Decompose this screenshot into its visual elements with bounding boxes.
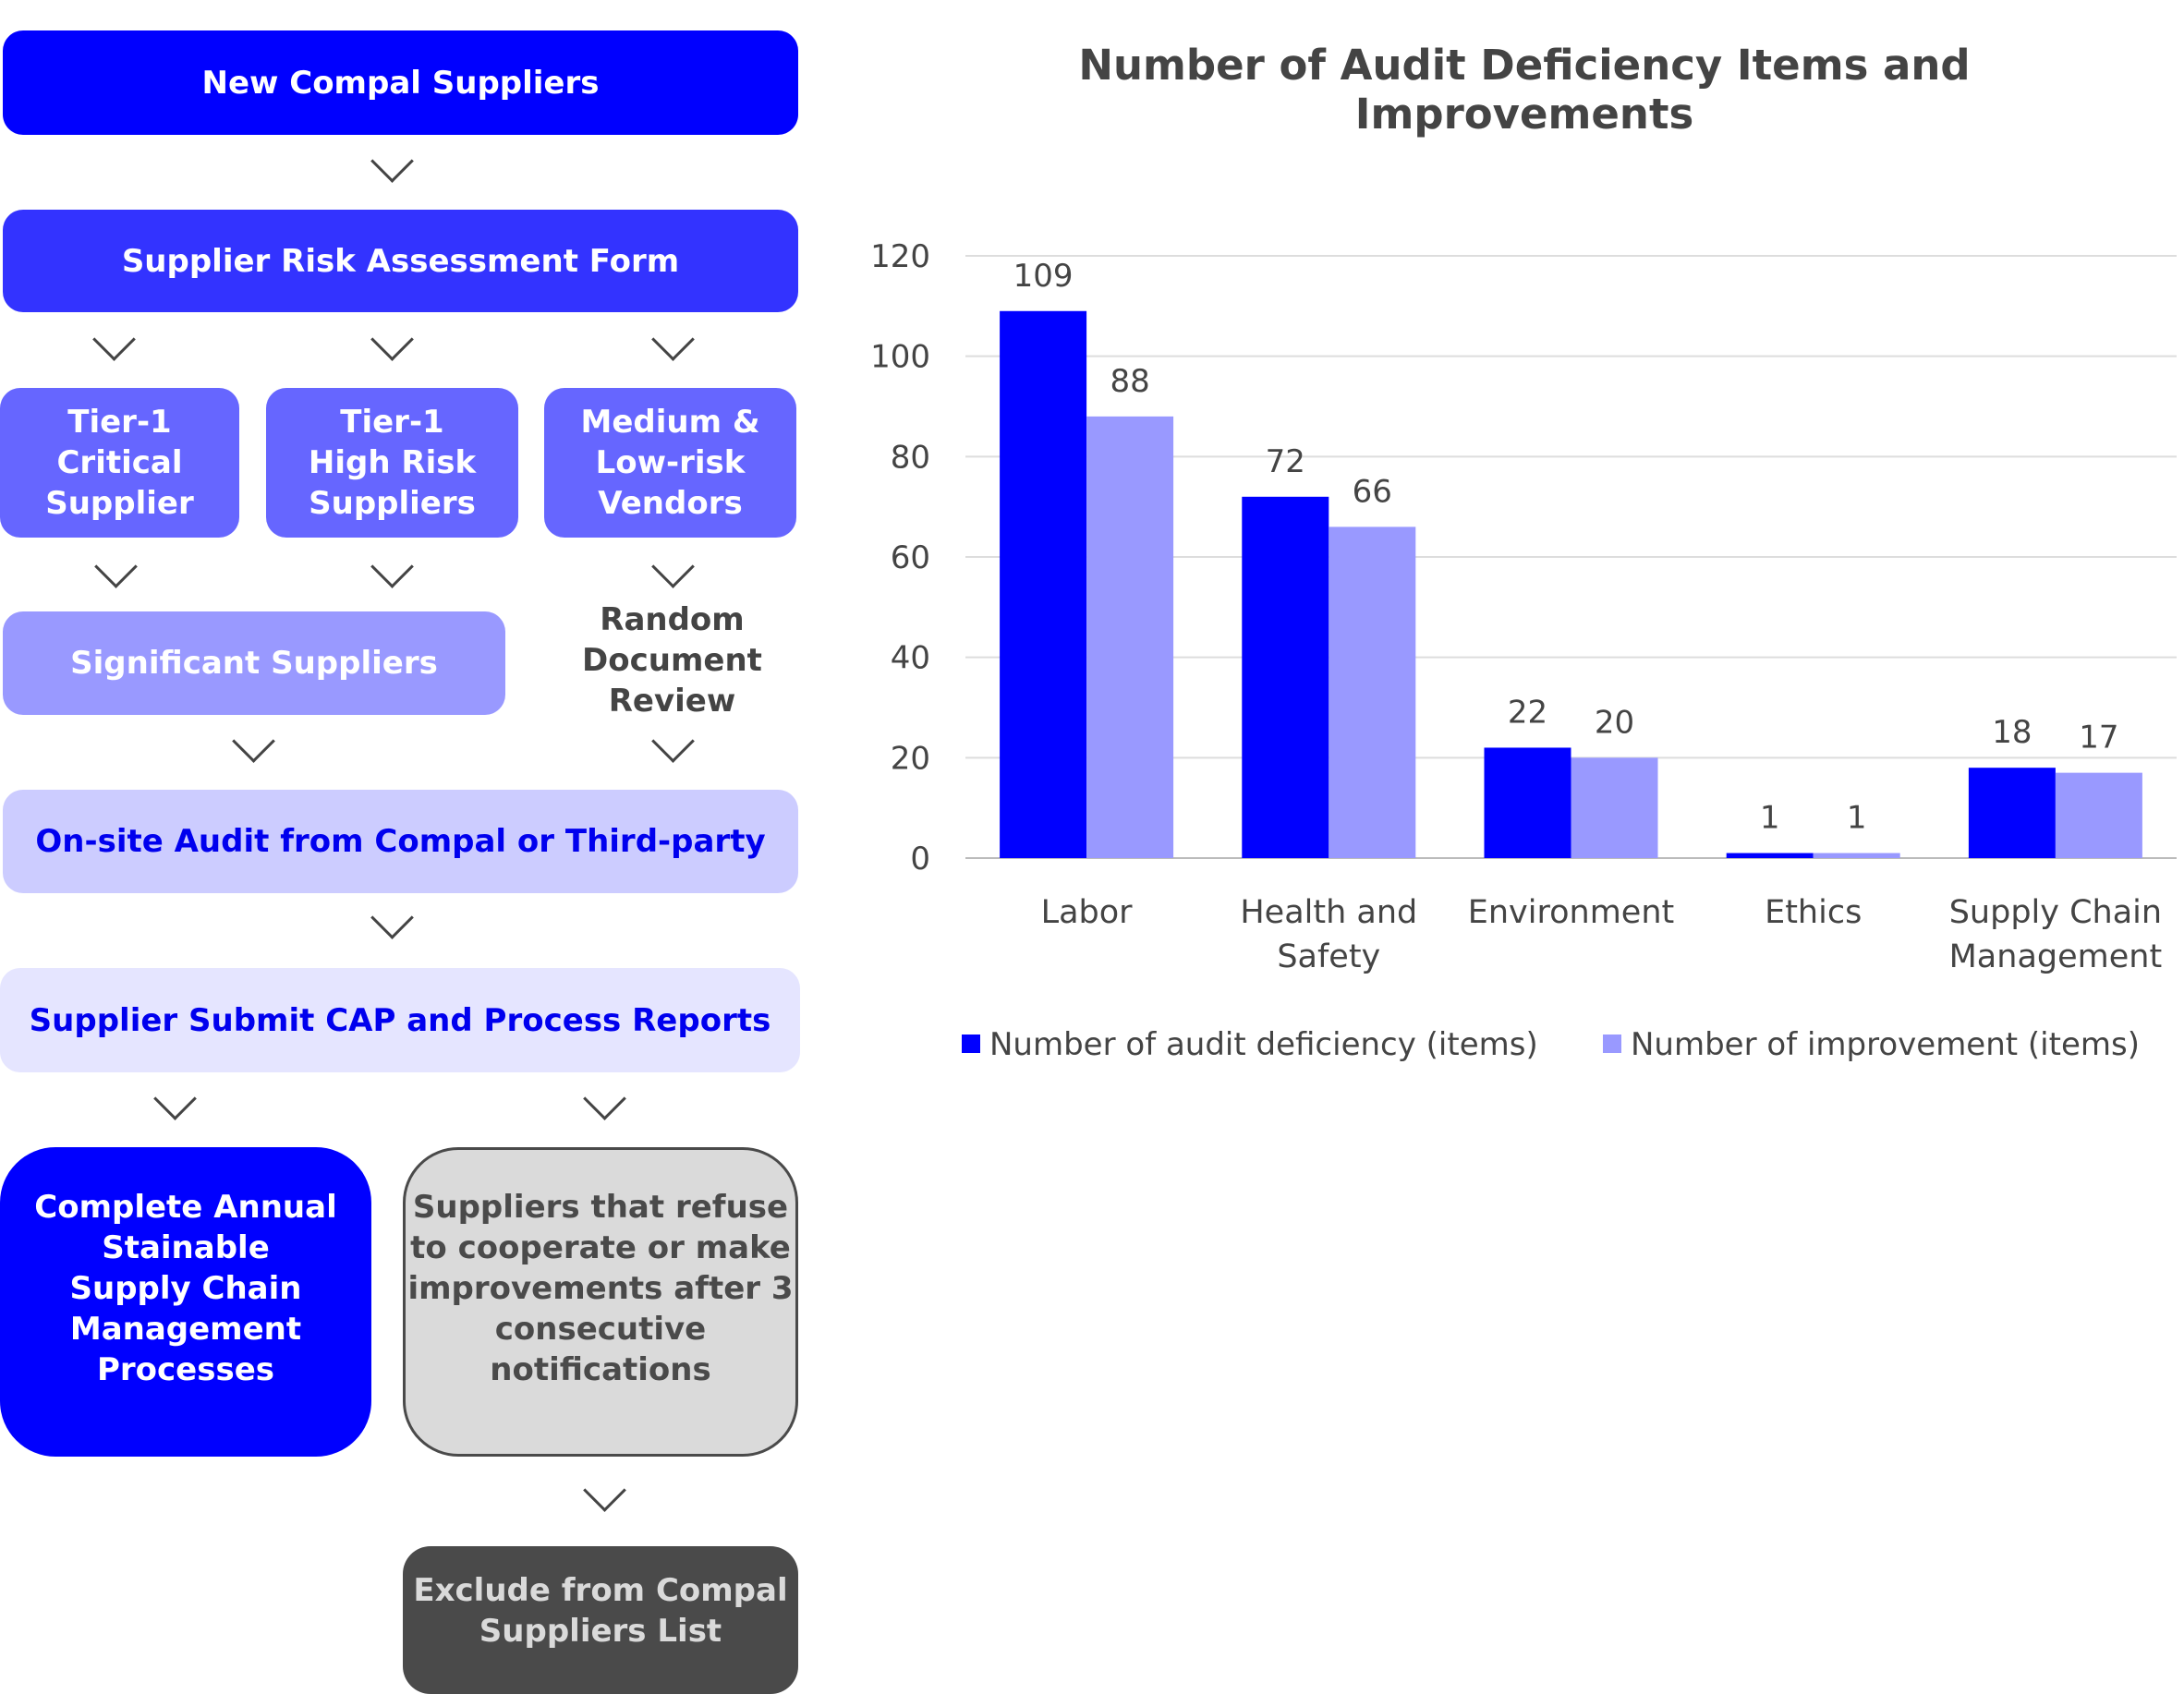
arrow-down-icon [370,896,414,939]
y-tick-label: 20 [891,740,930,777]
bar-improvement [1571,757,1658,858]
legend-label: Number of improvement (items) [1631,1026,2140,1063]
bar-improvement [2055,772,2142,858]
x-tick-label: Labor [1041,894,1134,931]
y-tick-label: 40 [891,640,930,677]
chart-title: Number of Audit Deficiency Items and Imp… [1078,41,1971,139]
arrow-down-icon [153,1077,197,1120]
x-tick-label: Health and [1240,894,1417,931]
x-tick-label: Supply Chain [1949,894,2162,931]
legend-label: Number of audit deficiency (items) [989,1026,1538,1063]
data-label: 109 [1013,258,1074,295]
arrow-down-icon [92,318,136,361]
y-tick-label: 60 [891,539,930,576]
y-tick-label: 100 [870,339,930,376]
bar-deficiency [1242,496,1329,858]
y-tick-label: 80 [891,439,930,476]
x-tick-label: Environment [1468,894,1674,931]
arrow-down-icon [370,318,414,361]
arrow-down-icon [94,545,138,588]
arrow-down-icon [370,139,414,183]
significant-suppliers-box: Significant Suppliers [3,611,505,715]
bar-improvement [1086,416,1174,858]
data-label: 17 [2079,720,2118,756]
legend-swatch [1603,1035,1621,1053]
arrow-down-icon [651,318,695,361]
x-tick-label: Management [1949,938,2163,975]
refuse-suppliers-box: Suppliers that refuse to cooperate or ma… [403,1147,798,1457]
complete-process-box: Complete Annual Stainable Supply Chain M… [0,1147,371,1457]
arrow-down-icon [583,1077,626,1120]
data-label: 72 [1266,443,1305,480]
data-label: 66 [1353,473,1392,510]
y-tick-label: 120 [870,238,930,275]
tier1-critical-box: Tier-1 Critical Supplier [0,388,239,538]
bar-deficiency [1968,768,2056,858]
legend-swatch [962,1035,980,1053]
bar-deficiency [1484,747,1571,858]
data-label: 1 [1847,800,1867,837]
medium-low-risk-box: Medium & Low-risk Vendors [544,388,796,538]
onsite-audit-box: On-site Audit from Compal or Third-party [3,790,798,893]
bar-improvement [1813,853,1900,858]
data-label: 20 [1595,704,1634,741]
x-tick-label: Safety [1277,938,1380,975]
arrow-down-icon [232,720,275,763]
exclude-box: Exclude from Compal Suppliers List [403,1546,798,1694]
bar-improvement [1329,526,1416,858]
random-document-review-label: Random Document Review [582,600,762,720]
arrow-down-icon [651,720,695,763]
x-tick-label: Ethics [1765,894,1862,931]
y-tick-label: 0 [910,841,930,877]
bar-deficiency [1000,310,1087,858]
data-label: 22 [1508,694,1547,731]
bar-deficiency [1726,853,1814,858]
arrow-down-icon [583,1469,626,1512]
arrow-down-icon [651,545,695,588]
data-label: 88 [1110,363,1149,400]
risk-form-box: Supplier Risk Assessment Form [3,210,798,312]
tier1-high-risk-box: Tier-1 High Risk Suppliers [266,388,518,538]
arrow-down-icon [370,545,414,588]
new-suppliers-box: New Compal Suppliers [3,30,798,135]
data-label: 1 [1760,800,1780,837]
data-label: 18 [1992,714,2032,751]
cap-reports-box: Supplier Submit CAP and Process Reports [0,968,800,1072]
